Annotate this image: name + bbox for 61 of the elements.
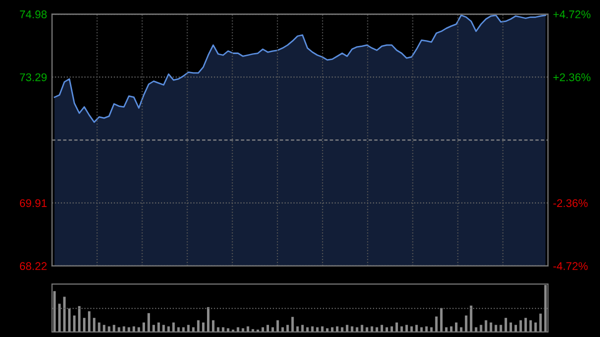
bar	[276, 320, 279, 332]
bar	[326, 328, 329, 332]
y2-tick-label: -4.72%	[553, 262, 588, 270]
bar	[480, 324, 482, 332]
y2-tick-label: +2.36%	[553, 73, 590, 82]
bar	[415, 324, 418, 332]
bar	[514, 324, 517, 332]
bar	[435, 316, 438, 332]
bar	[68, 308, 71, 332]
bar	[157, 322, 160, 332]
bar	[510, 322, 512, 332]
bar	[500, 324, 502, 332]
y-tick-label: 69.91	[20, 199, 47, 208]
bar	[58, 304, 61, 332]
bar	[98, 322, 100, 332]
bar	[539, 314, 542, 332]
bar	[226, 328, 230, 332]
bar	[83, 318, 86, 332]
bar	[197, 320, 200, 332]
bar	[112, 324, 116, 332]
bar	[529, 320, 532, 332]
bar	[92, 318, 96, 332]
bar	[242, 328, 244, 332]
bar	[147, 313, 150, 332]
bar	[346, 324, 348, 332]
bar	[504, 318, 508, 332]
bar	[395, 322, 398, 332]
bar	[484, 320, 488, 332]
bar	[152, 324, 155, 332]
bar	[212, 320, 214, 332]
bar	[102, 324, 106, 332]
y2-tick-label: -2.36%	[553, 199, 588, 208]
bar	[440, 308, 443, 332]
bar	[142, 322, 146, 332]
bar	[291, 316, 294, 332]
y2-tick-label: +4.72%	[553, 10, 590, 18]
bar	[454, 322, 458, 332]
bar	[301, 324, 304, 332]
bar	[187, 324, 190, 332]
bar	[202, 322, 205, 332]
bar	[286, 324, 289, 332]
bar	[494, 324, 498, 332]
bar	[534, 322, 537, 332]
bar	[490, 322, 492, 332]
bar	[73, 316, 76, 332]
bar	[63, 296, 66, 332]
y-tick-label: 68.22	[20, 262, 47, 270]
bar	[524, 318, 527, 332]
bar	[88, 311, 90, 332]
bar	[464, 316, 468, 332]
y-tick-label: 74.98	[20, 10, 47, 18]
bar	[266, 324, 270, 332]
bar	[162, 324, 165, 332]
bar	[519, 320, 522, 332]
bar	[207, 307, 210, 332]
y-tick-label: 73.29	[20, 73, 47, 82]
bar	[470, 306, 472, 332]
bar	[380, 324, 384, 332]
bar	[172, 322, 175, 332]
bar	[78, 306, 81, 332]
bar	[405, 324, 408, 332]
